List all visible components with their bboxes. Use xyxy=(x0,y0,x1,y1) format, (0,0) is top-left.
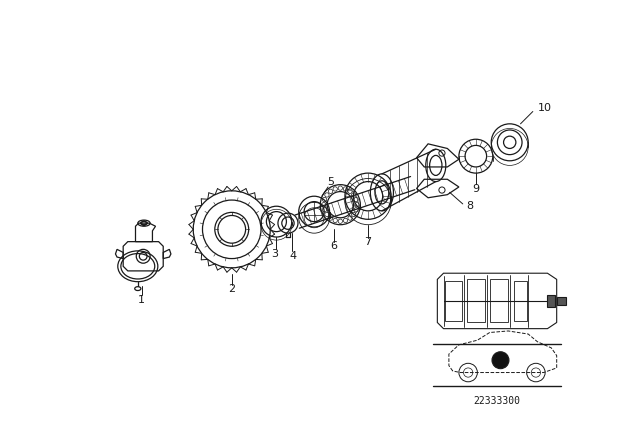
Text: 2: 2 xyxy=(228,284,236,294)
Text: 6: 6 xyxy=(331,241,338,251)
Bar xyxy=(515,281,527,321)
Text: 7: 7 xyxy=(364,237,372,247)
Text: 5: 5 xyxy=(328,177,335,187)
Bar xyxy=(557,297,566,305)
Text: 1: 1 xyxy=(138,295,145,305)
Bar xyxy=(490,280,508,323)
Text: 9: 9 xyxy=(472,184,479,194)
Text: 4: 4 xyxy=(290,250,297,260)
Text: 22333300: 22333300 xyxy=(473,396,520,405)
Text: 10: 10 xyxy=(538,103,552,112)
Circle shape xyxy=(492,352,509,369)
Text: 3: 3 xyxy=(271,249,278,259)
Bar xyxy=(467,280,485,323)
Bar xyxy=(547,295,555,307)
Bar xyxy=(445,281,462,321)
Text: 8: 8 xyxy=(467,201,474,211)
